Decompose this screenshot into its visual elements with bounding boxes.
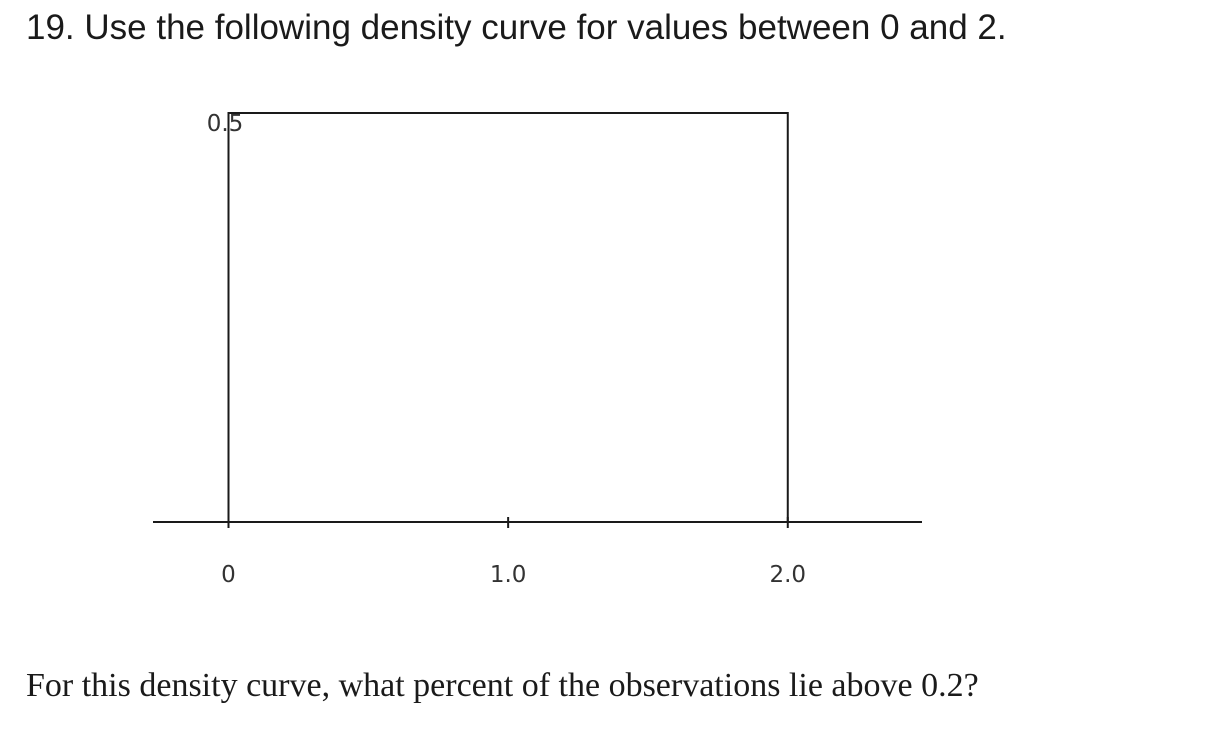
y-tick-label: 0.5 <box>207 111 244 137</box>
question-prompt: For this density curve, what percent of … <box>26 667 979 704</box>
density-curve-chart: 0 1.0 2.0 0.5 <box>153 111 922 588</box>
x-tick-label: 1.0 <box>490 562 527 588</box>
y-axis-tick-labels: 0.5 <box>207 111 244 137</box>
question-title: 19. Use the following density curve for … <box>26 8 1007 47</box>
x-tick-label: 2.0 <box>769 562 806 588</box>
x-axis-tick-labels: 0 1.0 2.0 <box>221 562 806 588</box>
x-tick-label: 0 <box>221 562 236 588</box>
density-curve-outline <box>227 112 789 522</box>
